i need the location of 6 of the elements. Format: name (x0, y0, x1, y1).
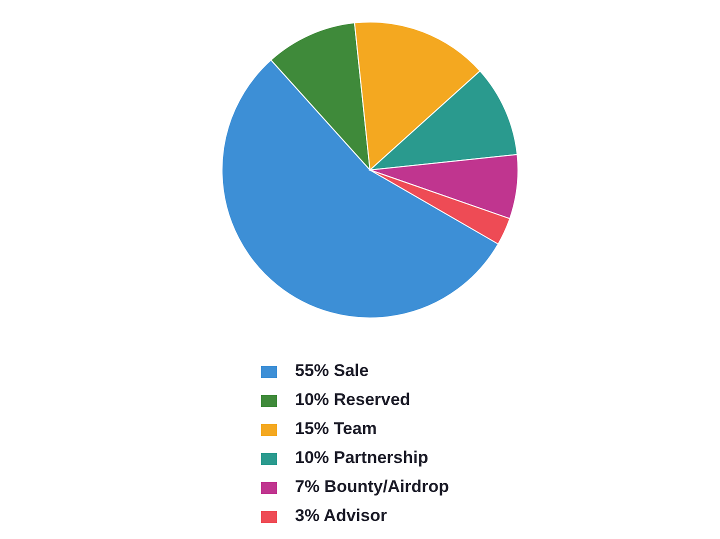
legend-label: 10% Reserved (295, 390, 410, 409)
legend-label: 15% Team (295, 419, 377, 438)
legend-label: 10% Partnership (295, 448, 428, 467)
legend-label: 55% Sale (295, 361, 369, 380)
legend-label: 3% Advisor (295, 506, 387, 525)
legend-label: 7% Bounty/Airdrop (295, 477, 449, 496)
